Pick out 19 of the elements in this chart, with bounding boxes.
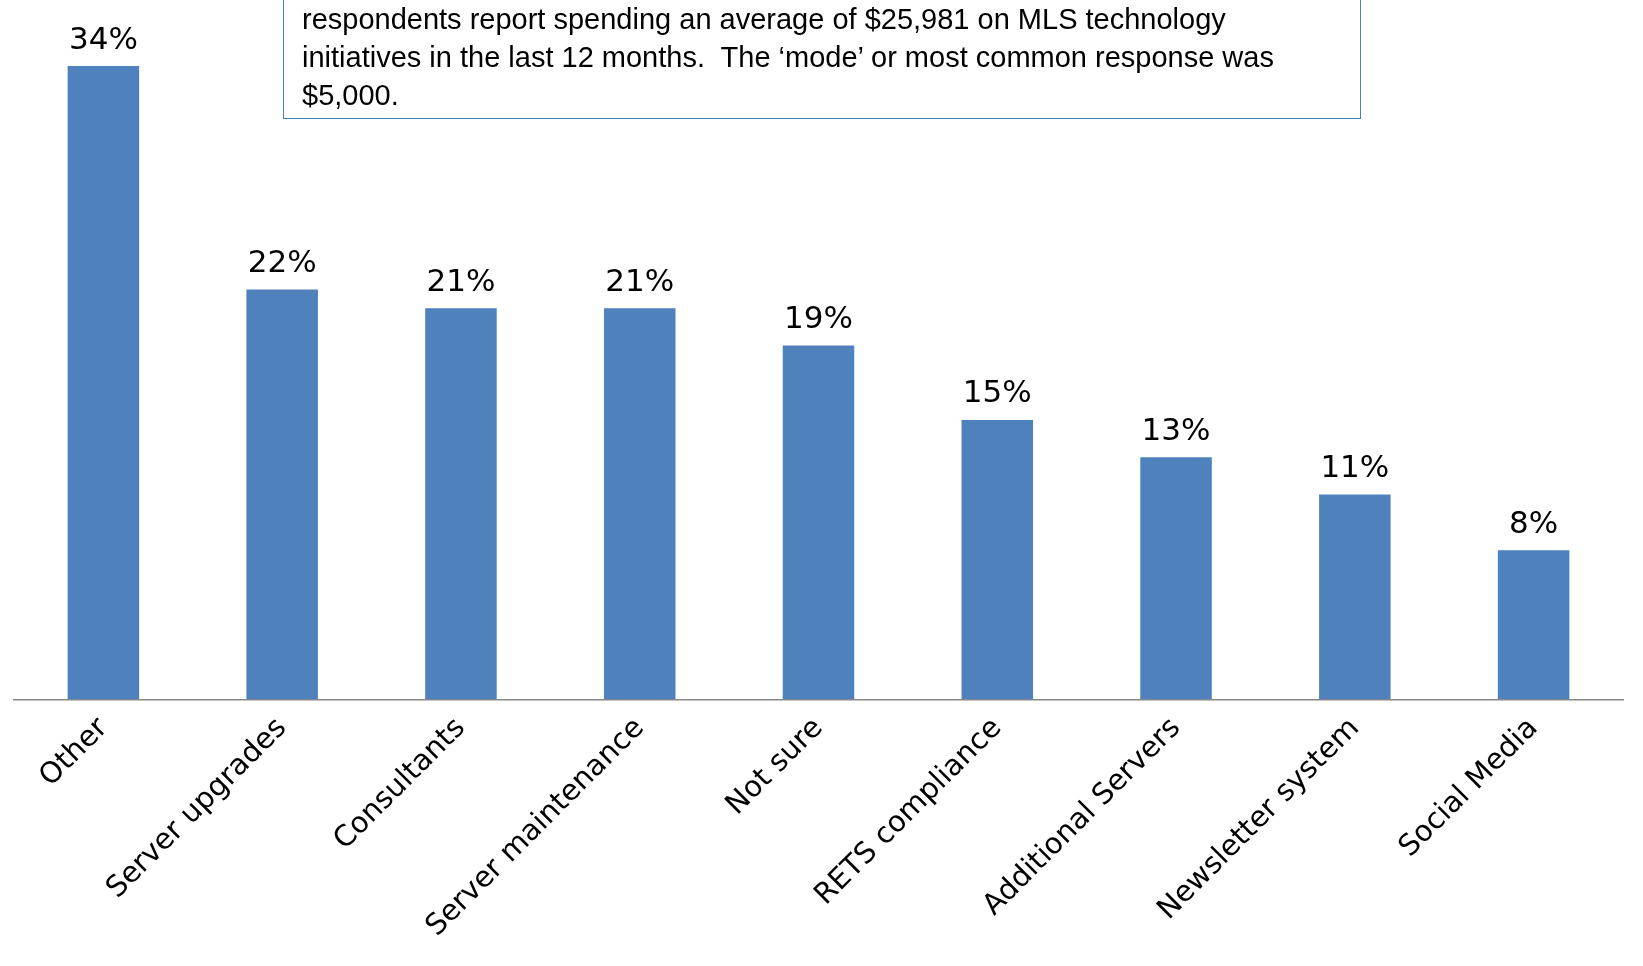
- data-label: 19%: [784, 298, 853, 335]
- bar: [67, 66, 140, 700]
- data-label: 11%: [1320, 447, 1390, 484]
- callout-box: respondents report spending an average of $25,981 on MLS technology initiatives in the last 12 months. The ‘mode’ or most common response was $5,000.: [283, 0, 1361, 119]
- data-label: 13%: [1141, 410, 1211, 447]
- data-label: 8%: [1509, 503, 1559, 540]
- bar: [425, 308, 497, 700]
- data-label: 21%: [605, 261, 675, 298]
- bar: [603, 308, 676, 700]
- bar: [246, 289, 318, 700]
- bar: [1319, 494, 1391, 700]
- data-label: 22%: [247, 243, 317, 280]
- data-label: 21%: [426, 261, 496, 298]
- bar: [1497, 550, 1570, 700]
- data-label: 34%: [68, 19, 138, 56]
- bar: [782, 345, 855, 700]
- bar: [961, 419, 1034, 700]
- bar: [1140, 457, 1212, 700]
- data-label: 15%: [962, 373, 1032, 410]
